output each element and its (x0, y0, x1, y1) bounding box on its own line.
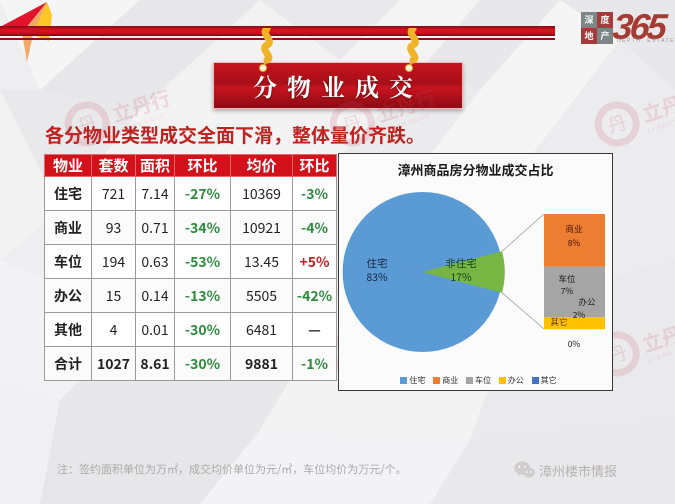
svg-text:8%: 8% (568, 237, 581, 249)
svg-text:0%: 0% (568, 338, 581, 350)
svg-text:7%: 7% (561, 285, 574, 297)
svg-text:83%: 83% (366, 270, 388, 285)
svg-text:非住宅: 非住宅 (445, 256, 477, 271)
svg-text:住宅: 住宅 (367, 256, 388, 271)
svg-text:车位: 车位 (558, 273, 576, 285)
svg-text:其它: 其它 (550, 316, 567, 328)
svg-text:商业: 商业 (565, 223, 582, 235)
svg-text:办公: 办公 (578, 296, 596, 308)
svg-text:17%: 17% (450, 270, 472, 285)
svg-text:2%: 2% (573, 309, 586, 321)
